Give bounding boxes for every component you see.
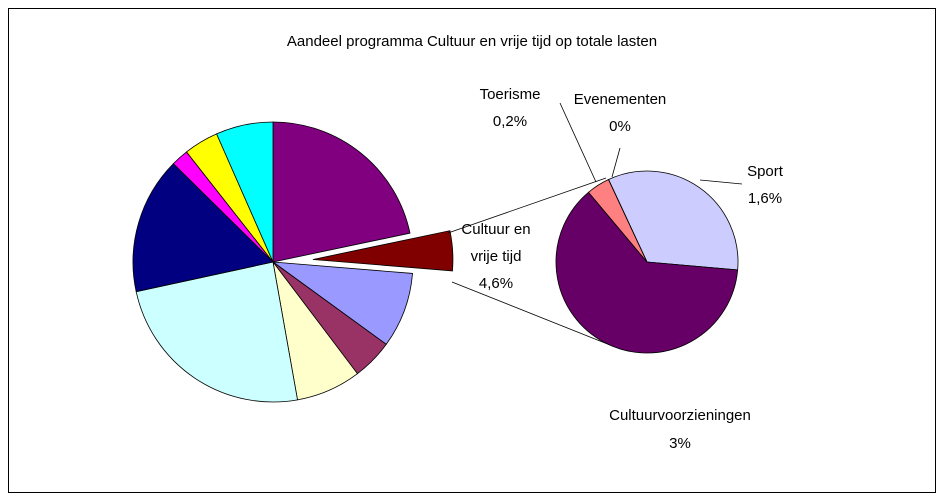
pie-slice [132,163,274,293]
leader-line [559,102,597,183]
slice-value-label: 1,6% [747,190,783,207]
chart-title: Aandeel programma Cultuur en vrije tijd … [286,33,658,50]
slice-value-label: 3% [669,435,691,452]
slice-value-label: 0% [609,118,631,135]
slice-label: Cultuur en vrije tijd [461,221,531,265]
pie-slice [272,121,411,263]
slice-label: Sport [747,163,783,180]
slice-label: Evenementen [573,91,667,108]
leader-line [699,179,743,185]
slice-value-label: 4,6% [478,275,514,292]
slice-label: Toerisme [479,86,541,103]
slice-label: Cultuurvoorzieningen [609,407,751,424]
connector-line [447,177,607,234]
pie-slice [608,179,648,263]
connector-line [451,281,611,346]
pie-slice [216,121,274,263]
pie-slice [312,230,454,272]
slice-value-label: 0,2% [492,113,528,130]
pie-slice [608,170,739,271]
pie-slice [135,261,298,403]
leader-line [611,147,621,178]
leader-lines [447,102,743,346]
